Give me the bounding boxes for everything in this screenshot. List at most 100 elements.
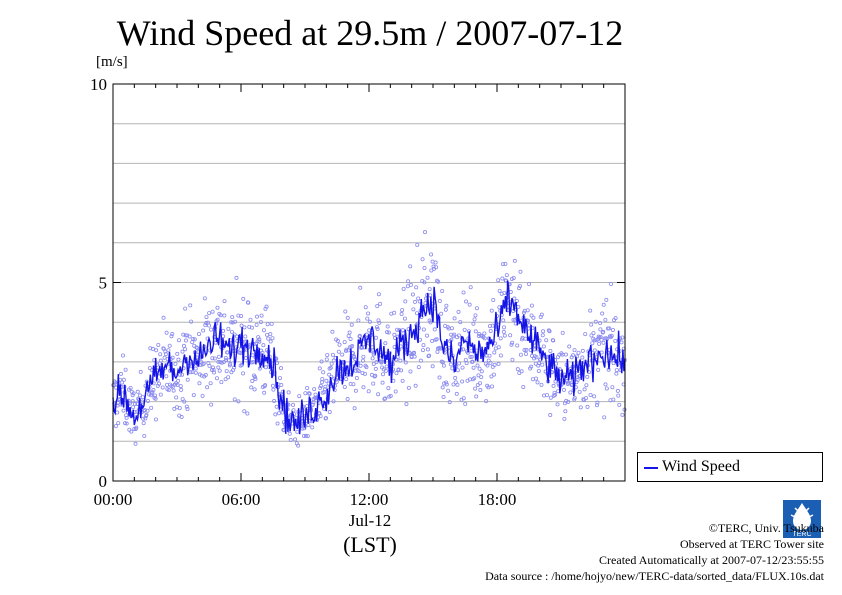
scatter-point [441, 395, 446, 400]
scatter-point [200, 393, 205, 398]
scatter-point [568, 390, 573, 395]
scatter-point [124, 415, 129, 420]
scatter-point [469, 348, 474, 353]
scatter-point [423, 230, 428, 235]
scatter-point [519, 369, 524, 374]
scatter-point [255, 314, 260, 319]
scatter-point [224, 369, 229, 374]
scatter-point [215, 317, 220, 322]
scatter-point [374, 325, 379, 330]
scatter-point [500, 276, 505, 281]
scatter-point [471, 321, 476, 326]
scatter-point [547, 329, 552, 334]
y-tick-label: 10 [90, 75, 107, 94]
scatter-point [215, 305, 220, 310]
scatter-point [162, 355, 167, 360]
scatter-point [474, 306, 479, 311]
scatter-point [451, 382, 456, 387]
scatter-point [124, 421, 129, 426]
scatter-point [378, 301, 383, 306]
scatter-point [411, 307, 416, 312]
scatter-point [324, 378, 329, 383]
scatter-point [428, 293, 433, 298]
scatter-point [395, 327, 400, 332]
scatter-point [526, 323, 531, 328]
scatter-point [540, 333, 545, 338]
scatter-point [138, 369, 143, 374]
scatter-point [473, 329, 478, 334]
scatter-point [437, 375, 442, 380]
scatter-point [185, 377, 190, 382]
scatter-point [557, 367, 562, 372]
scatter-point [473, 313, 478, 318]
scatter-point [205, 385, 210, 390]
scatter-point [286, 390, 291, 395]
scatter-point [131, 405, 136, 410]
scatter-point [327, 372, 332, 377]
y-tick-label: 0 [99, 472, 108, 491]
scatter-point [201, 361, 206, 366]
source-text: Data source : /home/hojyo/new/TERC-data/… [485, 569, 824, 583]
scatter-point [216, 359, 221, 364]
scatter-point [460, 365, 465, 370]
scatter-point [517, 286, 522, 291]
scatter-point [173, 361, 178, 366]
scatter-point [221, 360, 226, 365]
scatter-point [620, 412, 625, 417]
scatter-point [195, 346, 200, 351]
scatter-point [243, 334, 248, 339]
scatter-point [170, 355, 175, 360]
scatter-point [270, 383, 275, 388]
scatter-point [346, 333, 351, 338]
terc-logo: TERC [783, 500, 821, 538]
scatter-point [392, 310, 397, 315]
scatter-point [413, 383, 418, 388]
scatter-point [482, 331, 487, 336]
scatter-point [609, 333, 614, 338]
scatter-point [414, 311, 419, 316]
scatter-point [489, 374, 494, 379]
scatter-point [328, 365, 333, 370]
scatter-point [523, 336, 528, 341]
scatter-point [206, 323, 211, 328]
scatter-point [425, 333, 430, 338]
y-tick-label: 5 [99, 274, 108, 293]
scatter-point [416, 296, 421, 301]
legend-label: Wind Speed [662, 458, 741, 475]
scatter-point [491, 372, 496, 377]
scatter-point [303, 433, 308, 438]
scatter-point [209, 402, 214, 407]
scatter-point [241, 296, 246, 301]
scatter-point [149, 405, 154, 410]
scatter-point [440, 288, 445, 293]
scatter-point [388, 393, 393, 398]
chart-title: Wind Speed at 29.5m / 2007-07-12 [116, 13, 624, 53]
scatter-point [176, 357, 181, 362]
scatter-point [410, 292, 415, 297]
scatter-point [229, 320, 234, 325]
scatter-point [470, 359, 475, 364]
scatter-point [488, 328, 493, 333]
scatter-point [178, 384, 183, 389]
scatter-point [243, 356, 248, 361]
scatter-point [600, 311, 605, 316]
scatter-point [313, 392, 318, 397]
scatter-point [156, 342, 161, 347]
scatter-point [140, 395, 145, 400]
scatter-point [422, 265, 427, 270]
scatter-point [485, 363, 490, 368]
scatter-point [467, 302, 472, 307]
scatter-point [385, 324, 390, 329]
scatter-point [197, 381, 202, 386]
scatter-point [209, 327, 214, 332]
scatter-point [226, 326, 231, 331]
scatter-point [515, 367, 520, 372]
scatter-point [501, 329, 506, 334]
scatter-point [366, 311, 371, 316]
scatter-point [222, 299, 227, 304]
scatter-point [463, 401, 468, 406]
scatter-point [188, 370, 193, 375]
scatter-point [191, 393, 196, 398]
scatter-point [350, 343, 355, 348]
scatter-point [613, 316, 618, 321]
